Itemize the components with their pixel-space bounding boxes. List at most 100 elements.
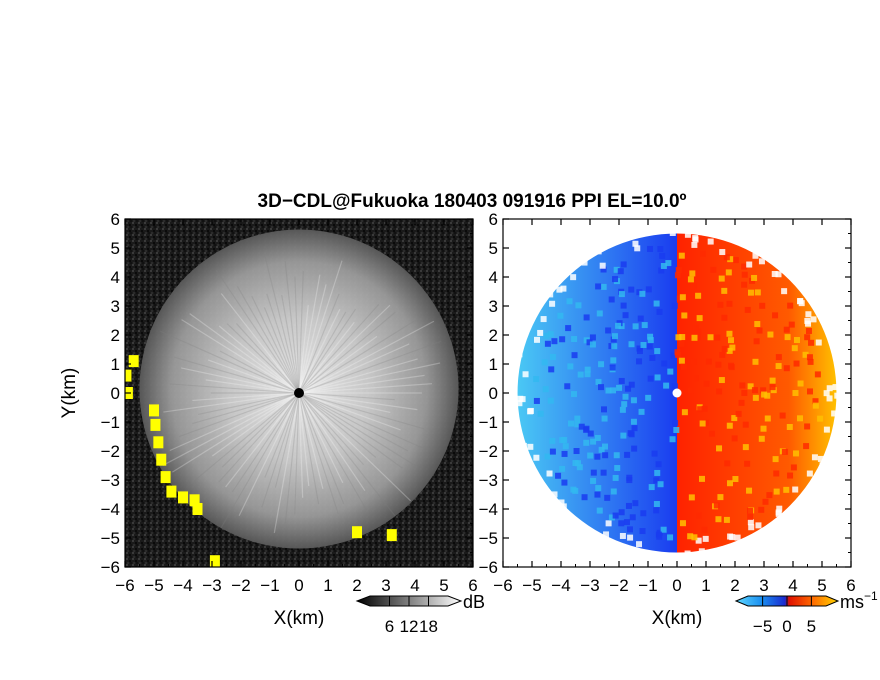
velocity-cell [567,363,574,370]
velocity-ytick-label: −4 [479,500,498,519]
velocity-cell [547,291,554,298]
velocity-cell [632,323,639,330]
velocity-cell [578,423,585,430]
velocity-cell [744,306,751,313]
velocity-cell [570,486,577,493]
velocity-cell [660,526,667,533]
velocity-cell [653,300,660,307]
reflectivity-ray [294,276,300,394]
velocity-cell [797,415,804,422]
reflectivity-ray [298,392,423,449]
velocity-cell [547,331,554,338]
velocity-cell [726,330,733,337]
reflectivity-ray [189,313,300,394]
velocity-cell [770,387,777,394]
velocity-cell [715,516,722,523]
velocity-cell [760,387,767,394]
velocity-cell [611,333,618,340]
velocity-cell [549,437,556,444]
velocity-cell [630,418,637,425]
velocity-cell [640,510,647,517]
reflectivity-ray [298,392,339,514]
velocity-cell [675,334,682,341]
reflectivity-colorbar-unit: dB [463,592,485,612]
velocity-cell [561,479,568,486]
reflectivity-ray [298,392,391,413]
velocity-cell [639,290,646,297]
reflectivity-ytick-label: 3 [111,297,120,316]
velocity-cell [595,283,602,290]
velocity-cell [619,532,626,539]
velocity-cell [787,472,794,479]
velocity-cell [627,534,634,541]
reflectivity-ray [298,335,378,394]
velocity-cell [627,526,634,533]
velocity-cell [775,363,782,370]
velocity-cell [761,391,768,398]
velocity-cell [679,520,686,527]
velocity-cell [604,494,611,501]
reflectivity-xlabel: X(km) [274,608,325,629]
velocity-cell [734,534,741,541]
velocity-cell [751,274,758,281]
velocity-cell [754,321,761,328]
yellow-echo-cell [149,404,159,417]
reflectivity-ray [218,325,300,394]
yellow-echo-cell [189,494,200,507]
velocity-cell [590,477,597,484]
velocity-cell [661,360,668,367]
reflectivity-ytick-label: 0 [111,384,120,403]
reflectivity-ray [219,350,300,394]
reflectivity-ray [197,392,300,416]
velocity-cell [632,500,639,507]
yellow-echo-cell [192,503,203,515]
velocity-cell [747,289,754,296]
velocity-cell [560,285,567,292]
velocity-cell [551,491,558,498]
velocity-cell [559,437,566,444]
reflectivity-ray [298,284,327,394]
velocity-ytick-label: −5 [479,529,498,548]
velocity-cell [680,363,687,370]
velocity-cell [741,271,748,278]
velocity-cell [688,494,695,501]
reflectivity-ray [298,303,380,394]
velocity-cell [719,249,726,256]
velocity-cell [623,519,630,526]
reflectivity-ray [261,392,300,508]
reflectivity-ray [238,392,300,517]
velocity-cell [616,384,623,391]
velocity-cell [589,341,596,348]
velocity-cell [590,438,597,445]
velocity-cell [583,314,590,321]
reflectivity-ray [298,392,409,452]
reflectivity-ray [235,323,300,394]
velocity-cell [625,502,632,509]
velocity-cell [544,453,551,460]
reflectivity-ray [218,392,300,483]
yellow-echo-cell [386,529,397,542]
velocity-cell [669,229,676,236]
reflectivity-ray [273,392,300,534]
velocity-xtick-label: 1 [701,576,710,595]
velocity-cell [752,394,759,401]
velocity-xtick-label: −5 [522,576,541,595]
velocity-cell [721,287,728,294]
velocity-cell [732,257,739,264]
reflectivity-ray [298,308,341,394]
velocity-axis-ticks: −6 −5 −4 −3 −2 −1 0 1 2 3 4 5 6 6 5 4 3 2 1 0 −1 −2 −3 −4 −5 −6 [479,210,856,595]
velocity-cell [755,522,762,529]
velocity-cell [598,361,605,368]
velocity-cell [624,451,631,458]
velocity-cell [686,227,693,234]
reflectivity-colorbar-tick-label: 18 [419,617,438,636]
velocity-cell [543,332,550,339]
velocity-cell [776,505,783,512]
velocity-cell [769,384,776,391]
reflectivity-ray [274,392,300,488]
reflectivity-ray [163,392,300,413]
reflectivity-ytick-label: 5 [111,239,120,258]
velocity-cell [695,537,702,544]
velocity-cell [764,392,771,399]
velocity-cell [741,389,748,396]
